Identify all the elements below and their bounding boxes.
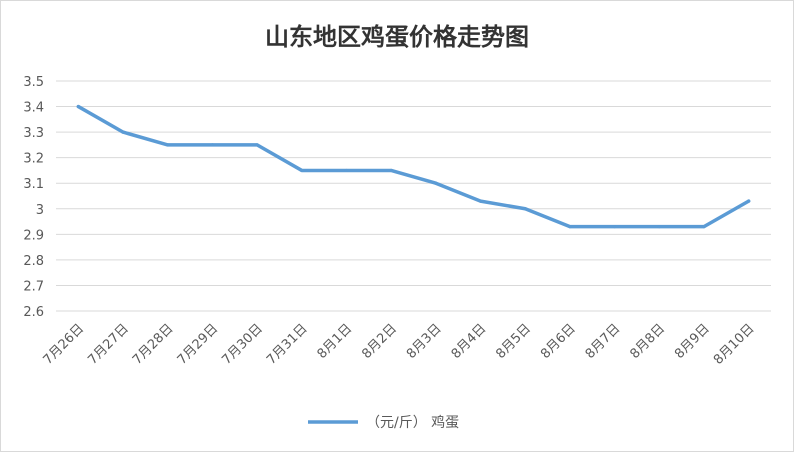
data-point: [255, 143, 259, 147]
x-tick-label: 8月3日: [404, 321, 445, 362]
y-tick-label: 3.4: [23, 101, 44, 116]
x-tick-label: 7月30日: [219, 321, 266, 368]
y-tick-label: 3.2: [23, 152, 44, 167]
series-lines: [76, 104, 751, 229]
data-point: [523, 207, 527, 211]
data-point: [121, 130, 125, 134]
legend-label: （元/斤） 鸡蛋: [366, 414, 459, 431]
data-point: [389, 168, 393, 173]
x-tick-label: 8月4日: [449, 321, 490, 362]
legend: （元/斤） 鸡蛋: [308, 414, 459, 431]
x-tick-label: 8月1日: [315, 321, 356, 362]
data-point: [76, 104, 80, 109]
x-tick-label: 7月28日: [130, 321, 177, 368]
y-tick-label: 2.6: [23, 305, 44, 320]
x-tick-label: 7月27日: [85, 321, 132, 368]
x-tick-label: 8月10日: [711, 321, 758, 368]
y-tick-label: 2.7: [23, 279, 44, 294]
data-point: [657, 225, 661, 229]
y-tick-label: 3.3: [23, 126, 44, 141]
data-point: [612, 225, 617, 229]
y-tick-label: 3.1: [23, 177, 44, 192]
chart-title: 山东地区鸡蛋价格走势图: [265, 23, 529, 51]
data-point: [568, 225, 572, 229]
data-point: [166, 143, 170, 147]
x-tick-label: 8月7日: [583, 321, 624, 362]
data-point: [747, 199, 751, 203]
y-tick-label: 2.8: [23, 254, 44, 269]
x-tick-label: 8月2日: [359, 321, 400, 362]
y-axis-ticks: 2.6 2.7 2.8 2.9 3 3.1 3.2 3.3 3.4 3.5: [23, 75, 44, 320]
data-point: [300, 168, 304, 173]
x-tick-label: 8月9日: [672, 321, 713, 362]
y-tick-label: 3: [36, 203, 44, 218]
data-point: [210, 143, 215, 147]
y-tick-label: 3.5: [23, 75, 44, 90]
data-point: [702, 225, 706, 229]
x-tick-label: 8月5日: [493, 321, 534, 362]
x-tick-label: 7月29日: [175, 321, 222, 368]
data-point: [344, 168, 349, 173]
series-line: [76, 104, 751, 229]
x-tick-label: 7月31日: [264, 321, 311, 368]
data-point: [478, 199, 483, 203]
x-tick-label: 8月6日: [538, 321, 579, 362]
data-point: [434, 181, 438, 185]
gridlines: [56, 80, 771, 312]
x-tick-label: 8月8日: [627, 321, 668, 362]
y-tick-label: 2.9: [23, 228, 44, 243]
x-tick-label: 7月26日: [41, 321, 88, 368]
